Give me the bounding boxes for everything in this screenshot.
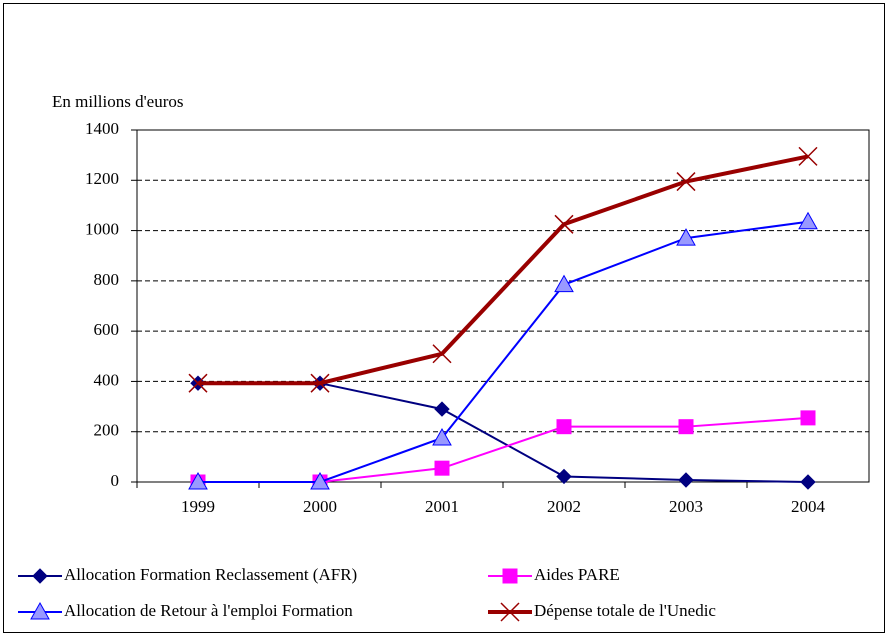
series-line xyxy=(198,220,809,483)
series-line xyxy=(198,154,809,386)
marker xyxy=(432,427,452,446)
marker xyxy=(434,460,450,476)
y-axis-label: En millions d'euros xyxy=(52,92,184,111)
marker xyxy=(310,373,330,393)
x-tick-label: 1999 xyxy=(181,497,215,516)
marker xyxy=(800,410,816,426)
legend-label: Dépense totale de l'Unedic xyxy=(534,601,716,620)
legend-marker xyxy=(30,601,50,620)
marker xyxy=(554,274,574,293)
x-tick-label: 2002 xyxy=(547,497,581,516)
legend-marker xyxy=(32,568,48,584)
marker xyxy=(432,344,452,364)
marker xyxy=(800,474,816,490)
x-tick-label: 2004 xyxy=(791,497,826,516)
legend-marker xyxy=(500,602,520,622)
y-tick-label: 600 xyxy=(94,320,120,339)
marker xyxy=(188,373,208,393)
y-tick-label: 1000 xyxy=(85,219,119,238)
marker xyxy=(556,468,572,485)
marker xyxy=(188,471,208,490)
marker xyxy=(676,228,696,246)
y-tick-label: 1400 xyxy=(85,119,119,138)
x-tick-label: 2003 xyxy=(669,497,703,516)
x-tick-label: 2000 xyxy=(303,497,337,516)
marker xyxy=(798,211,818,230)
marker xyxy=(678,472,694,488)
legend-label: Allocation Formation Reclassement (AFR) xyxy=(64,565,357,584)
legend-label: Aides PARE xyxy=(534,565,620,584)
legend-label: Allocation de Retour à l'emploi Formatio… xyxy=(64,601,353,620)
marker xyxy=(310,471,330,490)
marker xyxy=(678,419,694,435)
marker xyxy=(798,146,818,166)
marker xyxy=(676,172,696,192)
y-tick-label: 200 xyxy=(94,421,120,440)
x-tick-label: 2001 xyxy=(425,497,459,516)
legend-marker xyxy=(502,568,518,584)
y-tick-label: 400 xyxy=(94,370,120,389)
marker xyxy=(434,401,450,417)
marker xyxy=(556,419,572,435)
y-tick-label: 1200 xyxy=(85,169,119,188)
chart-border xyxy=(3,3,885,633)
marker xyxy=(554,214,574,234)
y-tick-label: 800 xyxy=(94,270,120,289)
y-tick-label: 0 xyxy=(111,471,120,490)
